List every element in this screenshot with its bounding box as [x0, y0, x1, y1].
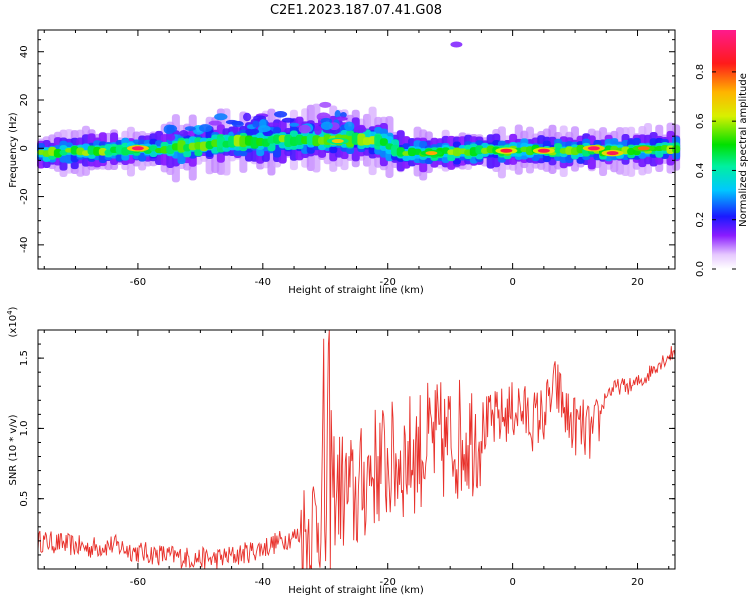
- snr-multiplier-close: ): [8, 306, 19, 310]
- spectrogram-xlabel: Height of straight line (km): [288, 285, 424, 296]
- spectrogram-ylabel: Frequency (Hz): [8, 112, 19, 188]
- y-tick-label: 0: [19, 145, 30, 151]
- heat-cell: [298, 124, 311, 134]
- figure-title: C2E1.2023.187.07.41.G08: [270, 3, 442, 18]
- heat-cell: [252, 120, 260, 128]
- x-tick-label: -60: [130, 277, 146, 288]
- heat-cell: [166, 133, 176, 141]
- heat-cell: [672, 145, 681, 154]
- colorbar-tick-label: 0.4: [695, 162, 706, 178]
- snr-multiplier-exp: 4: [6, 310, 14, 315]
- heat-cell: [353, 125, 367, 133]
- colorbar-tick-label: 0.6: [695, 113, 706, 129]
- spectrogram-panel: -60 -40 -20 0 20 40 20 0 -20 -40 Height of straig…: [8, 29, 681, 296]
- heat-peak: [606, 151, 619, 156]
- heat-peak: [637, 146, 650, 151]
- heat-feature: [319, 101, 332, 108]
- heat-cell: [243, 112, 252, 122]
- colorbar-tick-label: 0.8: [695, 64, 706, 80]
- snr-multiplier-base: (x10: [8, 315, 19, 338]
- x-tick-label: -40: [255, 277, 271, 288]
- colorbar-label: Normalized spectral amplitude: [738, 73, 749, 227]
- y-tick-label: -40: [19, 237, 30, 253]
- x-tick-label: -20: [380, 277, 396, 288]
- heat-cell: [53, 148, 62, 158]
- snr-multiplier: (x104): [6, 306, 19, 337]
- heat-cell: [344, 121, 355, 132]
- colorbar: 0.0 0.2 0.4 0.6 0.8 Normalized spectral ampl…: [695, 30, 749, 277]
- heat-feature: [231, 121, 244, 128]
- heat-cell: [208, 120, 222, 126]
- heat-cell: [166, 124, 178, 133]
- x-tick-label: 0: [509, 277, 515, 288]
- colorbar-ticks: 0.0 0.2 0.4 0.6 0.8: [695, 64, 736, 277]
- heat-peak: [331, 139, 344, 144]
- heat-cell: [274, 110, 288, 118]
- heat-cell: [281, 117, 295, 123]
- x-tick-label: -60: [130, 577, 146, 588]
- heat-cell: [334, 110, 341, 119]
- heat-cell: [245, 128, 260, 135]
- heat-peak: [587, 146, 600, 151]
- y-tick-label: 1.0: [19, 420, 30, 436]
- heat-cell: [312, 135, 321, 147]
- colorbar-tick-label: 0.0: [695, 261, 706, 277]
- heat-cell: [407, 147, 416, 157]
- heat-peak: [537, 148, 550, 153]
- heat-cell: [452, 147, 461, 157]
- heat-cell: [314, 125, 322, 135]
- svg-text:(x104): (x104): [6, 306, 19, 337]
- y-tick-label: 1.5: [19, 350, 30, 366]
- heat-cell: [320, 121, 333, 130]
- heat-peak: [500, 148, 513, 153]
- heat-cell: [379, 138, 388, 146]
- heat-peak: [131, 146, 144, 151]
- heat-feature: [450, 41, 463, 48]
- x-tick-label: -40: [255, 577, 271, 588]
- heat-cell: [179, 130, 189, 137]
- x-tick-label: 20: [631, 577, 644, 588]
- y-tick-label: 40: [19, 45, 30, 58]
- colorbar-gradient: [712, 30, 736, 269]
- snr-line: [37, 329, 676, 570]
- x-tick-label: 0: [509, 577, 515, 588]
- y-tick-label: 0.5: [19, 491, 30, 507]
- heat-cell: [198, 124, 213, 133]
- x-tick-label: -20: [380, 577, 396, 588]
- heat-cell: [257, 125, 271, 133]
- heat-cell: [184, 126, 196, 131]
- spectrogram-heatmap: [37, 41, 681, 183]
- y-tick-label: -20: [19, 188, 30, 204]
- heat-cell: [232, 125, 239, 134]
- snr-ylabel: SNR (10 * v/v): [8, 414, 19, 485]
- y-tick-label: 20: [19, 94, 30, 107]
- snr-series: [37, 329, 676, 570]
- spectrogram-ticks: -60 -40 -20 0 20 40 20 0 -20 -40: [19, 30, 675, 288]
- heat-peak: [425, 151, 438, 156]
- heat-cell: [214, 113, 228, 121]
- heat-cell: [266, 122, 279, 127]
- x-tick-label: 20: [631, 277, 644, 288]
- colorbar-tick-label: 0.2: [695, 212, 706, 228]
- heat-cell: [340, 112, 347, 118]
- heat-cell: [289, 122, 300, 127]
- snr-xlabel: Height of straight line (km): [288, 585, 424, 596]
- snr-ticks: -60 -40 -20 0 20 0.5 1.0 1.5: [19, 330, 675, 588]
- snr-panel: -60 -40 -20 0 20 0.5 1.0 1.5 Height of straight…: [6, 306, 676, 596]
